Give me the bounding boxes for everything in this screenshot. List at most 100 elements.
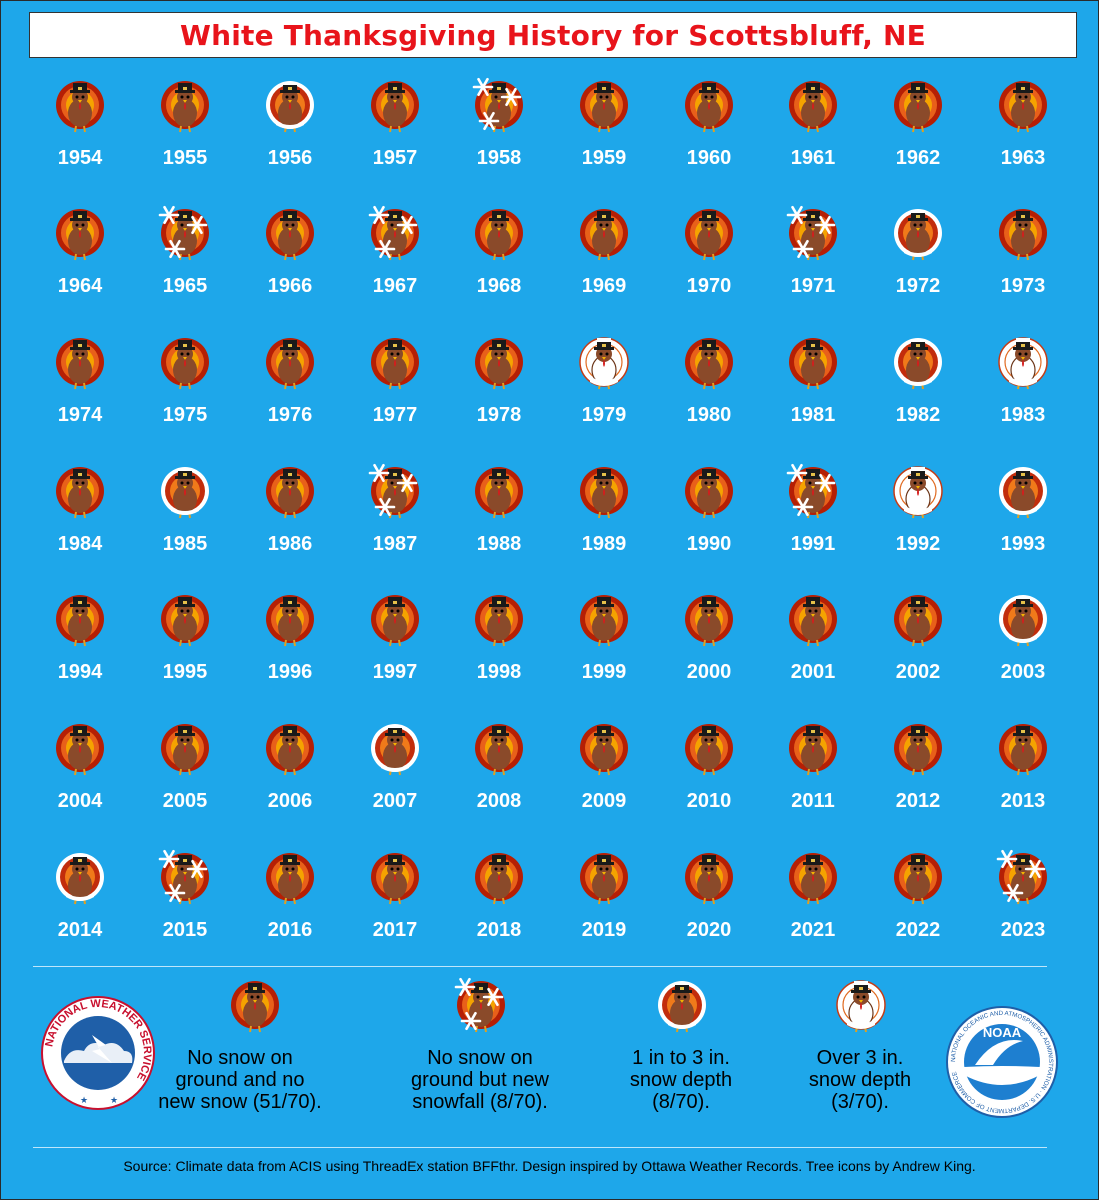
title-box: White Thanksgiving History for Scottsblu… (29, 12, 1077, 58)
legend-partly-snow-covered-turkey-icon (654, 977, 710, 1040)
year-label: 2002 (895, 661, 941, 683)
year-label: 1972 (895, 275, 941, 297)
legend-label: 1 in to 3 in. snow depth (8/70). (581, 1047, 781, 1113)
year-label: 1992 (895, 533, 941, 555)
year-label: 1958 (476, 147, 522, 169)
year-cell: 1977 (355, 334, 435, 434)
year-label: 1971 (790, 275, 836, 297)
year-label: 1985 (162, 533, 208, 555)
year-label: 2019 (581, 919, 627, 941)
year-cell: 2008 (459, 720, 539, 820)
year-cell: 1965 (145, 205, 225, 305)
year-label: 1955 (162, 147, 208, 169)
legend-label-line: snowfall (8/70). (412, 1091, 548, 1113)
year-label: 2008 (476, 790, 522, 812)
year-cell: 1960 (669, 77, 749, 177)
legend-turkey-with-snowflakes-icon (453, 977, 509, 1040)
year-label: 1963 (1000, 147, 1046, 169)
year-label: 1967 (372, 275, 418, 297)
year-label: 1969 (581, 275, 627, 297)
year-cell: 1982 (878, 334, 958, 434)
year-label: 2022 (895, 919, 941, 941)
year-cell: 2002 (878, 591, 958, 691)
page-title: White Thanksgiving History for Scottsblu… (180, 18, 926, 52)
year-label: 1961 (790, 147, 836, 169)
year-cell: 1958 (459, 77, 539, 177)
year-label: 1959 (581, 147, 627, 169)
year-cell: 1967 (355, 205, 435, 305)
year-label: 1965 (162, 275, 208, 297)
year-label: 1998 (476, 661, 522, 683)
year-cell: 1993 (983, 463, 1063, 563)
year-cell: 1959 (564, 77, 644, 177)
year-cell: 2000 (669, 591, 749, 691)
year-label: 2006 (267, 790, 313, 812)
divider-top (33, 966, 1047, 967)
year-label: 1982 (895, 404, 941, 426)
year-label: 2020 (686, 919, 732, 941)
legend-label-line: No snow on (427, 1047, 533, 1069)
year-cell: 2005 (145, 720, 225, 820)
year-cell: 2001 (773, 591, 853, 691)
year-cell: 1966 (250, 205, 330, 305)
year-label: 1960 (686, 147, 732, 169)
year-cell: 2013 (983, 720, 1063, 820)
year-label: 1996 (267, 661, 313, 683)
year-cell: 1997 (355, 591, 435, 691)
year-label: 2005 (162, 790, 208, 812)
year-cell: 2007 (355, 720, 435, 820)
legend-label: Over 3 in. snow depth (3/70). (760, 1047, 960, 1113)
year-label: 2007 (372, 790, 418, 812)
year-cell: 1984 (40, 463, 120, 563)
year-cell: 1978 (459, 334, 539, 434)
year-label: 1987 (372, 533, 418, 555)
year-label: 2018 (476, 919, 522, 941)
nws-logo: NATIONAL WEATHER SERVICE ★ ★ (41, 996, 155, 1110)
year-cell: 2016 (250, 849, 330, 949)
legend-turkey-icon (227, 977, 283, 1040)
year-label: 2014 (57, 919, 103, 941)
year-label: 1977 (372, 404, 418, 426)
year-cell: 1969 (564, 205, 644, 305)
year-cell: 2015 (145, 849, 225, 949)
year-label: 1989 (581, 533, 627, 555)
year-cell: 2022 (878, 849, 958, 949)
year-label: 1999 (581, 661, 627, 683)
year-label: 1997 (372, 661, 418, 683)
year-label: 2003 (1000, 661, 1046, 683)
year-cell: 1996 (250, 591, 330, 691)
year-label: 2011 (791, 790, 835, 812)
year-cell: 1980 (669, 334, 749, 434)
year-label: 1995 (162, 661, 208, 683)
year-cell: 1973 (983, 205, 1063, 305)
year-cell: 1974 (40, 334, 120, 434)
legend-label: No snow on ground but new snowfall (8/70). (380, 1047, 580, 1113)
year-cell: 1964 (40, 205, 120, 305)
year-cell: 1962 (878, 77, 958, 177)
year-cell: 1954 (40, 77, 120, 177)
year-label: 2004 (57, 790, 103, 812)
year-label: 1974 (57, 404, 103, 426)
year-cell: 2004 (40, 720, 120, 820)
year-cell: 1981 (773, 334, 853, 434)
legend-label-line: snow depth (808, 1069, 912, 1091)
year-cell: 1992 (878, 463, 958, 563)
year-cell: 1988 (459, 463, 539, 563)
year-label: 2017 (372, 919, 418, 941)
year-label: 1986 (267, 533, 313, 555)
year-label: 1993 (1000, 533, 1046, 555)
year-cell: 2020 (669, 849, 749, 949)
svg-text:★: ★ (110, 1095, 118, 1105)
year-label: 1978 (476, 404, 522, 426)
legend-label-line: (8/70). (652, 1091, 710, 1113)
year-cell: 1970 (669, 205, 749, 305)
year-label: 1979 (581, 404, 627, 426)
year-label: 1973 (1000, 275, 1046, 297)
year-cell: 1968 (459, 205, 539, 305)
year-cell: 1961 (773, 77, 853, 177)
legend-label: No snow on ground and no new snow (51/70). (140, 1047, 340, 1113)
year-label: 1956 (267, 147, 313, 169)
year-cell: 2011 (773, 720, 853, 820)
year-label: 1954 (57, 147, 103, 169)
year-label: 1976 (267, 404, 313, 426)
